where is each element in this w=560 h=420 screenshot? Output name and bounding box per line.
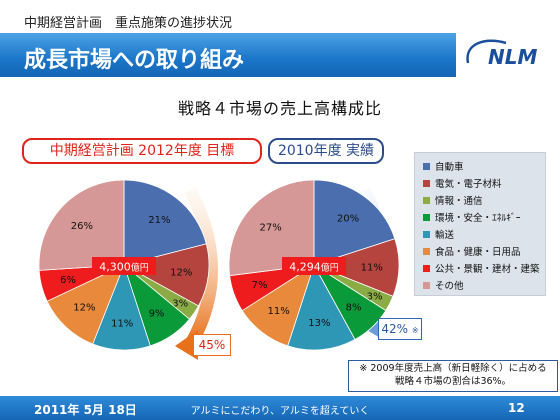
legend-swatch [423,282,430,289]
actual-total-value: 4,294 [289,261,321,274]
pie-slice [46,264,125,345]
footnote: ※ 2009年度売上高（新日軽除く）に占める 戦略４市場の割合は36%。 [348,360,558,392]
footer-bar [0,396,560,420]
slice-label: 3% [172,299,188,310]
chart-subtitle: 戦略４市場の売上高構成比 [177,99,382,118]
legend-item: その他 [423,278,464,292]
legend-swatch [423,180,430,187]
legend-swatch [423,248,430,255]
slice-label: 26% [71,221,93,232]
legend-item: 自動車 [423,159,464,173]
footnote-line: ※ 2009年度売上高（新日軽除く）に占める [359,363,547,374]
legend-swatch [423,214,430,221]
pie-slice [313,179,396,266]
legend-item: 電気・電子材料 [423,176,502,190]
actual-total-label: 4,294億円 [282,257,346,275]
legend-item: 食品・健康・日用品 [423,244,521,258]
pie-slice [122,243,210,307]
plan-share-badge: 45% [193,334,231,356]
legend-swatch [423,265,430,272]
legend-swatch [423,163,430,170]
plan-arrow [184,186,218,346]
breadcrumb: 中期経営計画 重点施策の進捗状況 [24,16,233,31]
slice-label: 7% [252,280,268,291]
footer-slogan: アルミにこだわり、アルミを超えていく [190,406,370,417]
legend-item: 情報・通信 [423,193,483,207]
plan-arrow-head [175,330,198,360]
slice-label: 8% [346,303,362,314]
legend-item: 環境・安全・ｴﾈﾙｷﾞｰ [423,210,521,224]
pie-slice [38,179,125,271]
chart-legend: 自動車 電気・電子材料 情報・通信 環境・安全・ｴﾈﾙｷﾞｰ 輸送 食品・健康・… [414,152,546,296]
legend-item: 公共・景観・建材・建築 [423,261,540,275]
slice-label: 27% [259,222,281,233]
slice-label: 11% [267,306,289,317]
pie-slice [287,263,356,351]
footnote-line: 戦略４市場の割合は36%。 [394,376,512,387]
actual-chart-label: 2010年度 実績 [268,138,384,164]
slice-label: 6% [60,275,76,286]
plan-total-value: 4,300 [99,261,131,274]
legend-swatch [423,231,430,238]
svg-text:4,300億円: 4,300億円 [99,261,149,274]
pie-slice [123,179,207,266]
svg-text:4,294億円: 4,294億円 [289,261,339,274]
actual-share-badge: 42% ※ [378,318,422,340]
legend-swatch [423,197,430,204]
legend-item: 輸送 [423,227,454,241]
slice-label: 3% [367,291,383,302]
page-title: 成長市場への取り組み [24,48,245,73]
logo-text: NLM [488,45,537,69]
plan-pie: 21% 12% 3% 9% 11% 12% 6% 26% [38,179,210,351]
slice-label: 12% [73,303,95,314]
slice-label: 13% [308,318,330,329]
plan-total-label: 4,300億円 [92,257,156,275]
slice-label: 11% [361,262,383,273]
slice-label: 11% [111,318,133,329]
footer-date: 2011年 5月 18日 [34,403,137,417]
plan-total-unit: 億円 [131,262,149,274]
actual-pie: 20% 11% 3% 8% 13% 11% 7% 27% [228,179,400,351]
slice-label: 12% [170,268,192,279]
slice-label: 20% [337,214,359,225]
company-logo: NLM [456,33,560,77]
pie-slice [228,179,315,277]
plan-chart-label: 中期経営計画 2012年度 目標 [22,138,262,164]
logo-icon: NLM [466,39,537,69]
actual-total-unit: 億円 [321,262,339,274]
slice-label: 21% [148,215,170,226]
page-number: 12 [508,401,525,415]
slice-label: 9% [149,308,165,319]
